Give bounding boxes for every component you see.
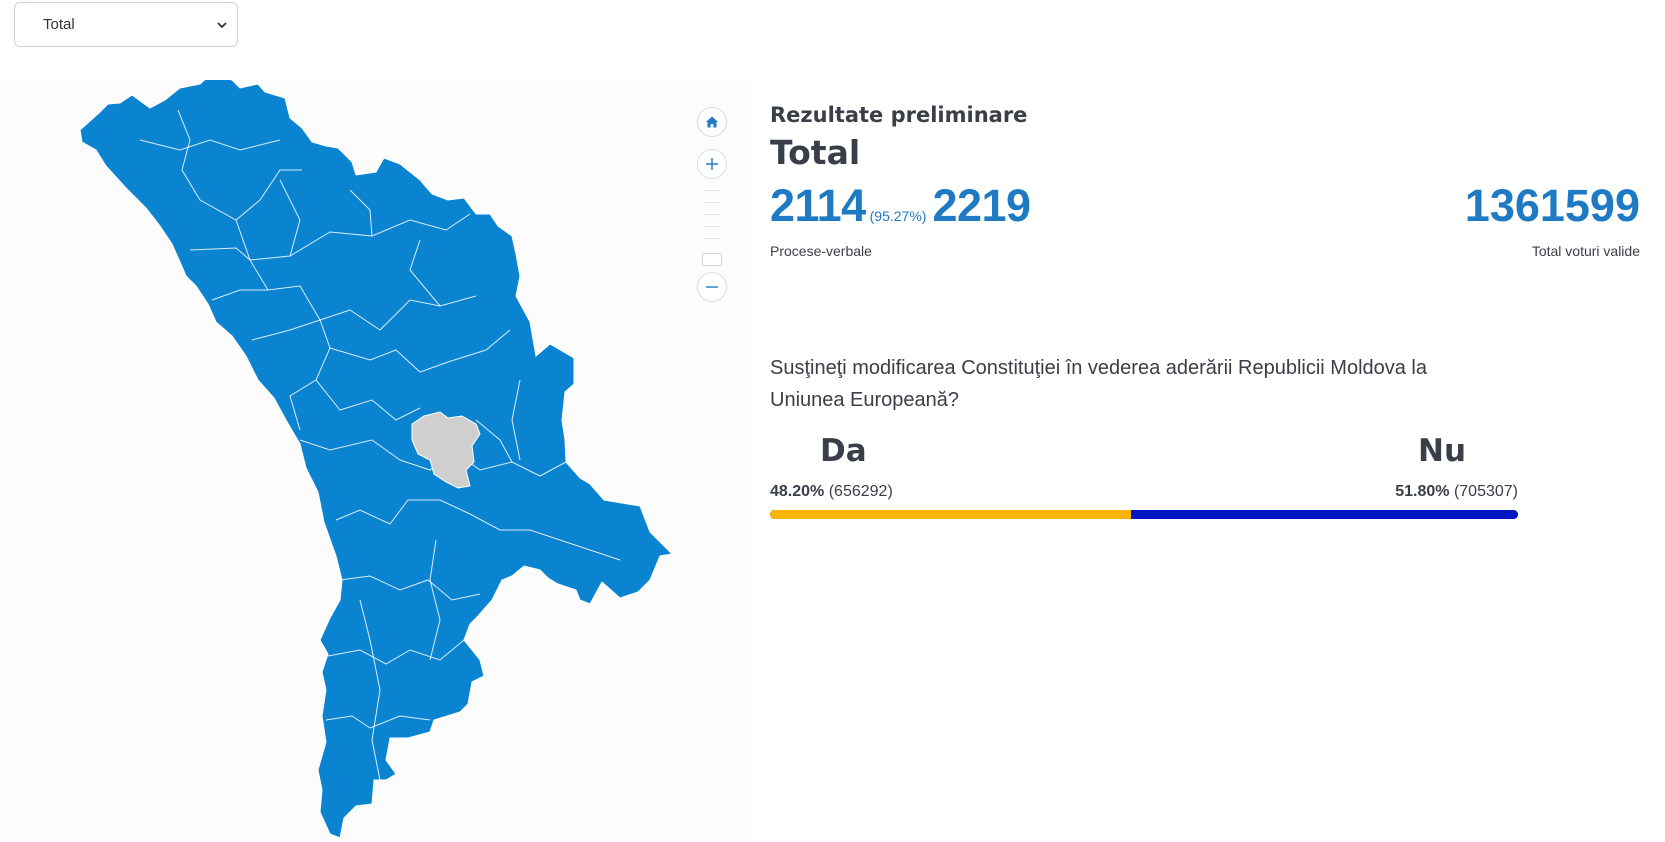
zoom-slider-tick [704,190,720,191]
option-da-label: Da [820,433,867,469]
zoom-slider-tick [704,226,720,227]
total-reports: 2219 [932,180,1031,231]
option-nu-stat: 51.80% (705307) [1395,483,1518,501]
zoom-slider-thumb[interactable] [702,253,722,266]
processed-count: 2114 [770,180,866,231]
map-district-borders [139,109,621,781]
results-bar [770,510,1518,519]
processed-percent: (95.27%) [869,208,927,224]
results-bar-nu [1130,510,1518,519]
reports-label: Procese-verbale [770,243,872,259]
map-zoom-in-button[interactable] [697,149,727,179]
home-icon [706,116,718,128]
chevron-down-icon [217,22,227,29]
option-nu-votes: (705307) [1453,483,1518,500]
plus-icon [706,158,718,170]
minus-icon [706,286,718,288]
map-country-shape[interactable] [79,80,674,839]
moldova-map[interactable] [0,80,752,842]
region-select-value: Total [43,16,75,33]
map-zoom-out-button[interactable] [697,272,727,302]
results-panel: Rezultate preliminare Total 2114 (95.27%)… [770,0,1640,842]
valid-votes-count: 1361599 [1464,180,1640,231]
zoom-slider-tick [704,202,720,203]
map-home-button[interactable] [697,107,727,137]
map-district-chisinau[interactable] [411,411,481,489]
region-select[interactable]: Total [14,2,238,47]
valid-votes-label: Total voturi valide [1531,243,1640,259]
reports-count: 2114 (95.27%) 2219 [770,180,1031,232]
referendum-question: Susţineţi modificarea Constituţiei în ve… [770,357,1428,411]
zoom-slider-tick [704,238,720,239]
zoom-slider-tick [704,214,720,215]
option-nu-percent: 51.80% [1395,483,1450,500]
option-da-votes: (656292) [828,483,893,500]
results-subtitle: Rezultate preliminare [770,103,1028,127]
results-title: Total [770,133,861,172]
option-da-percent: 48.20% [770,483,825,500]
option-da-stat: 48.20% (656292) [770,483,893,501]
option-nu-label: Nu [1418,433,1467,469]
map-panel [0,80,752,842]
results-bar-da [770,510,1131,519]
